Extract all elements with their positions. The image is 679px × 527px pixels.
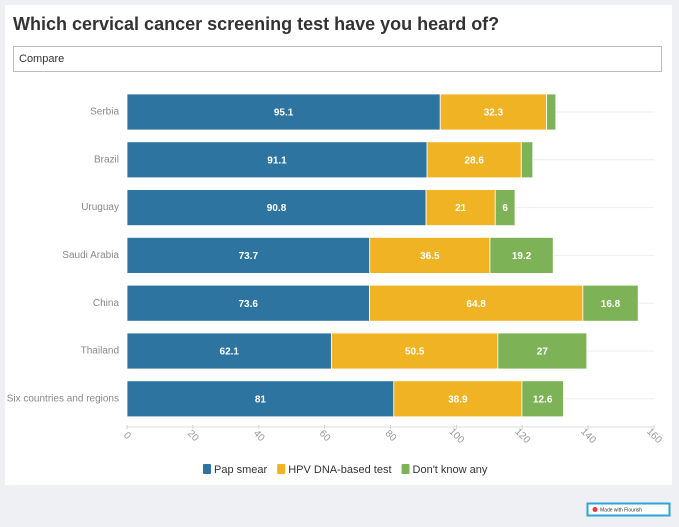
legend-swatch — [401, 464, 410, 474]
legend-label: HPV DNA-based test — [288, 464, 391, 476]
legend: Pap smear HPV DNA-based test Don't know an… — [203, 464, 488, 476]
y-tick-label: Thailand — [81, 346, 119, 357]
value-label: 50.5 — [405, 347, 425, 358]
chart-title: Which cervical cancer screening test hav… — [13, 14, 499, 34]
bar-segment — [126, 93, 441, 131]
y-tick-label: Serbia — [90, 107, 119, 118]
legend-swatch — [277, 464, 286, 474]
value-label: 62.1 — [220, 347, 240, 358]
bar-segment — [126, 189, 427, 227]
y-tick-label: Brazil — [94, 154, 119, 165]
bar-segment — [497, 332, 588, 370]
bar-segment — [331, 332, 499, 370]
bar-segment — [520, 141, 534, 179]
badge-text: Made with Flourish — [600, 507, 642, 513]
y-tick-label: Six countries and regions — [7, 393, 119, 404]
bar-segment — [126, 332, 332, 370]
value-label: 12.6 — [533, 394, 553, 405]
bar-segment — [582, 284, 639, 322]
bar-segment — [521, 380, 564, 418]
bar-segment — [126, 380, 395, 418]
value-label: 21 — [455, 203, 467, 214]
value-label: 91.1 — [267, 155, 287, 166]
y-tick-label: Uruguay — [81, 202, 119, 213]
value-label: 36.5 — [420, 251, 440, 262]
badge[interactable] — [586, 502, 671, 517]
value-label: 90.8 — [267, 203, 287, 214]
bar-segment — [369, 236, 491, 274]
dropdown-label: Compare — [19, 53, 64, 65]
value-label: 6 — [502, 203, 508, 214]
value-label: 27 — [537, 347, 549, 358]
bar-segment — [426, 141, 522, 179]
legend-swatch — [203, 464, 211, 474]
bar-segment — [425, 189, 496, 227]
badge-icon — [592, 507, 598, 512]
bar-segment — [369, 284, 584, 322]
bar-segment — [126, 141, 428, 179]
value-label: 16.8 — [601, 299, 621, 310]
value-label: 73.7 — [239, 251, 259, 262]
bar-segment — [393, 380, 523, 418]
value-label: 64.8 — [466, 299, 486, 310]
bar-segment — [494, 189, 516, 227]
value-label: 38.9 — [448, 394, 468, 405]
value-label: 73.6 — [238, 299, 258, 310]
y-tick-label: Saudi Arabia — [62, 250, 119, 261]
y-tick-label: China — [93, 298, 120, 309]
bar-segment — [489, 236, 554, 274]
value-label: 95.1 — [274, 108, 294, 119]
value-label: 32.3 — [484, 108, 504, 119]
compare-dropdown[interactable] — [13, 46, 662, 72]
value-label: 81 — [255, 394, 267, 405]
value-label: 28.6 — [464, 155, 484, 166]
legend-label: Don't know any — [413, 464, 488, 476]
bar-segment — [126, 236, 371, 274]
bar-segment — [546, 93, 557, 131]
legend-label: Pap smear — [214, 464, 268, 476]
value-label: 19.2 — [512, 251, 532, 262]
bar-segment — [126, 284, 370, 322]
